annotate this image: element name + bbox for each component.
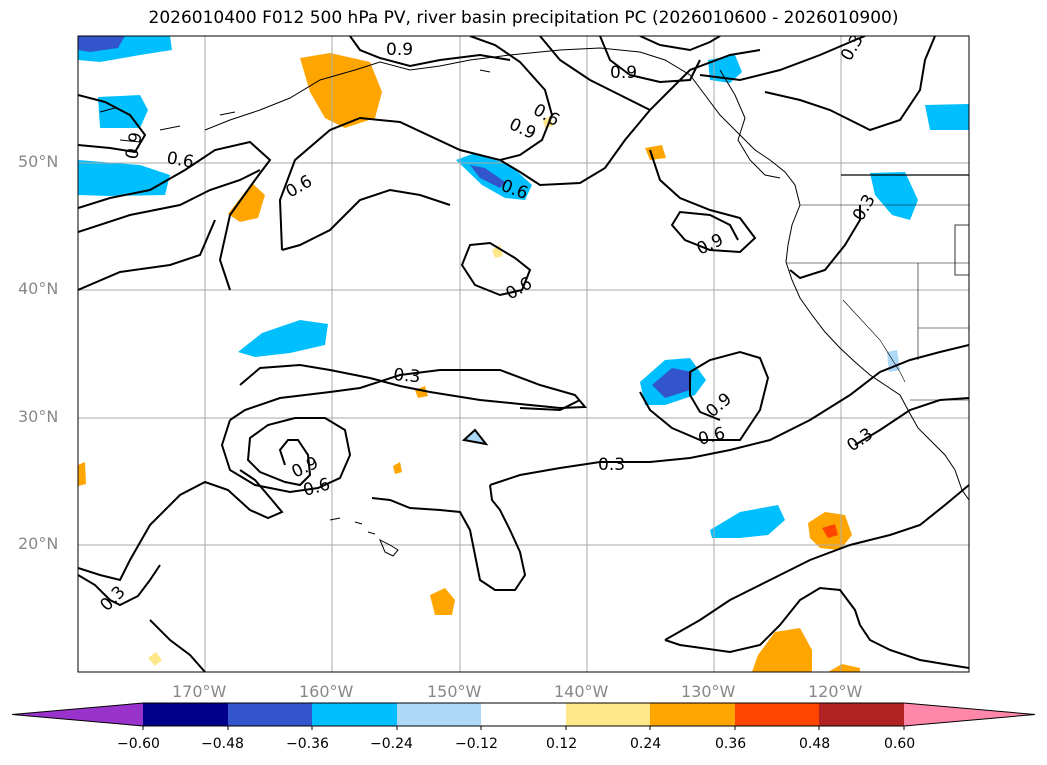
lon-label: 140°W xyxy=(554,682,609,701)
colorbar-tick-label: 0.60 xyxy=(884,736,916,752)
contour-label: 0.6 xyxy=(503,273,536,304)
pos-anomaly-area xyxy=(822,524,838,538)
pos-anomaly-area xyxy=(228,183,265,222)
colorbar-tick-label: −0.36 xyxy=(286,736,329,752)
contour-label: 0.9 xyxy=(386,40,413,60)
lon-label: 120°W xyxy=(808,682,863,701)
contour-label: 0.3 xyxy=(96,582,129,615)
contour-label: 0.9 xyxy=(702,389,736,422)
colorbar-tick-label: 0.12 xyxy=(546,736,578,752)
lat-label: 20°N xyxy=(18,534,59,553)
neg-anomaly-area xyxy=(238,320,328,357)
marker-triangle xyxy=(461,428,489,446)
contour-label: 0.3 xyxy=(849,191,880,224)
neg-anomaly-area xyxy=(78,36,125,52)
neg-anomaly-area xyxy=(710,505,785,538)
pv-contours xyxy=(78,36,969,672)
contour-label: 0.3 xyxy=(393,365,422,387)
colorbar-tick-label: −0.12 xyxy=(455,736,498,752)
pos-anomaly-area xyxy=(430,588,455,615)
colorbar-tick-label: 0.36 xyxy=(715,736,747,752)
neg-anomaly-area xyxy=(870,172,918,220)
pos-anomaly-area xyxy=(752,628,812,672)
contour-label: 0.9 xyxy=(122,131,146,161)
map-title: 2026010400 F012 500 hPa PV, river basin … xyxy=(148,8,899,28)
map-frame xyxy=(77,35,970,673)
lon-label: 160°W xyxy=(299,682,354,701)
pos-anomaly-area xyxy=(828,664,860,672)
colorbar-tick-label: −0.24 xyxy=(370,736,413,752)
neg-anomaly-area xyxy=(78,160,170,196)
neg-anomaly-area xyxy=(708,55,742,83)
colorbar-tick-label: 0.24 xyxy=(630,736,662,752)
contour-label: 0.9 xyxy=(610,63,637,83)
contour-label: 0.6 xyxy=(696,424,727,450)
colorbar-tick-label: 0.48 xyxy=(799,736,831,752)
lat-label: 50°N xyxy=(18,152,59,171)
pos-anomaly-area xyxy=(393,462,402,474)
neg-anomaly-area xyxy=(925,104,969,130)
neg-anomaly-area xyxy=(652,368,692,398)
pos-anomaly-area xyxy=(300,53,382,128)
pos-anomaly-area xyxy=(78,462,86,486)
graticule xyxy=(78,36,969,672)
colorbar-tick-label: −0.60 xyxy=(117,736,160,752)
contour-label: 0.9 xyxy=(694,230,727,260)
lat-label: 30°N xyxy=(18,407,59,426)
lon-label: 170°W xyxy=(172,682,227,701)
neg-anomaly-area xyxy=(470,165,505,188)
lat-label: 40°N xyxy=(18,279,59,298)
map-content: 0.9 0.9 0.6 0.9 0.6 0.6 0.9 0.6 0.3 0.6 … xyxy=(78,36,969,672)
precipitation-shading xyxy=(78,36,969,672)
pos-anomaly-area xyxy=(645,145,666,160)
contour-label: 0.6 xyxy=(165,148,195,172)
lon-label: 130°W xyxy=(681,682,736,701)
coastlines xyxy=(99,47,969,557)
contour-label: 0.6 xyxy=(283,171,316,202)
colorbar-tick-label: −0.48 xyxy=(201,736,244,752)
contour-label: 0.3 xyxy=(843,424,877,456)
pos-anomaly-area xyxy=(148,652,162,666)
lon-label: 150°W xyxy=(427,682,482,701)
contour-label: 0.3 xyxy=(598,455,625,475)
